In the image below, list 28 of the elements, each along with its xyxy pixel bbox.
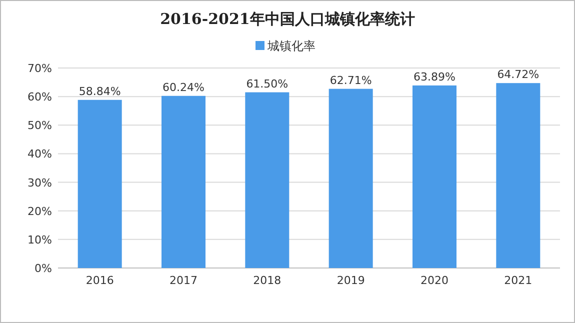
legend-label: 城镇化率 (266, 39, 316, 53)
data-label: 62.71% (330, 74, 372, 87)
data-label: 60.24% (162, 80, 204, 94)
y-tick-label: 10% (28, 233, 52, 246)
bar (496, 83, 540, 268)
x-tick-label: 2018 (253, 274, 282, 287)
data-label: 63.89% (414, 70, 456, 84)
x-tick-label: 2017 (170, 274, 198, 287)
data-label: 64.72% (497, 68, 540, 82)
bar (328, 88, 373, 268)
x-tick-label: 2019 (336, 274, 365, 287)
x-tick-label: 2020 (420, 274, 448, 287)
y-tick-label: 30% (28, 176, 52, 190)
bar (78, 100, 122, 268)
x-tick-label: 2021 (504, 274, 532, 287)
bar (245, 92, 290, 268)
chart-title: 2016-2021年中国人口城镇化率统计 (160, 10, 415, 28)
x-tick-label: 2016 (86, 274, 114, 287)
bar (162, 96, 206, 268)
bar (412, 85, 456, 268)
data-label: 58.84% (78, 84, 121, 98)
y-tick-label: 60% (28, 90, 52, 104)
y-tick-label: 20% (28, 204, 52, 218)
y-tick-label: 70% (28, 62, 52, 75)
data-label: 61.50% (246, 77, 288, 90)
y-tick-label: 0% (34, 262, 52, 275)
y-tick-label: 50% (28, 119, 52, 132)
y-tick-label: 40% (28, 148, 52, 161)
